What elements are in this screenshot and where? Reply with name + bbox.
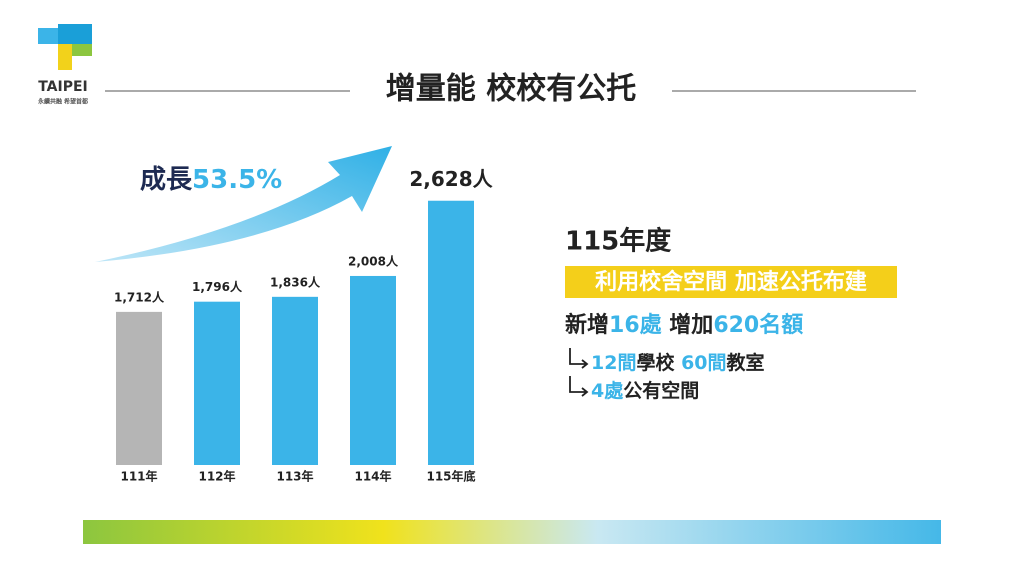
value-label: 1,836人 [270, 274, 321, 289]
bar [194, 301, 240, 465]
panel-heading: 115年度 [565, 226, 671, 257]
panel-item: 4處公有空間 [591, 379, 699, 402]
summary-part: 620名額 [713, 312, 803, 338]
slide-title: 增量能 校校有公托 [386, 72, 636, 107]
bar [428, 200, 474, 465]
banner-bg [565, 266, 897, 298]
x-tick-label: 113年 [276, 469, 313, 484]
growth-annotation: 成長53.5% [140, 165, 282, 195]
bar [116, 311, 162, 465]
x-tick-label: 111年 [120, 469, 157, 484]
item-part: 公有空間 [623, 379, 699, 402]
value-label: 2,008人 [348, 253, 399, 268]
x-tick-label: 114年 [354, 469, 391, 484]
growth-arrow [95, 146, 392, 262]
item-part: 4處 [591, 380, 624, 402]
bar-chart: 1,712人 111年 1,796人 112年 1,836人 113年 2,008人 114年… [114, 167, 494, 483]
value-label: 1,712人 [114, 289, 165, 304]
summary-part: 16處 [609, 313, 662, 338]
footer-band [83, 520, 941, 544]
value-label: 1,796人 [192, 279, 243, 294]
bullet-arrow [569, 348, 589, 369]
summary-part: 增加 [662, 312, 714, 338]
bar [272, 296, 318, 465]
logo: TAIPEI 永續共融 希望首都 [37, 24, 92, 106]
x-tick-label: 115年底 [426, 469, 475, 484]
summary-part: 新增 [565, 312, 609, 338]
item-part: 教室 [727, 351, 765, 374]
panel-item: 12間學校 60間教室 [591, 351, 765, 374]
growth-label: 成長 [140, 165, 193, 195]
panel-summary: 新增16處 增加620名額 [565, 312, 803, 338]
logo-tagline: 永續共融 希望首都 [37, 98, 88, 106]
bar [350, 275, 396, 465]
bullet-arrow [569, 376, 589, 397]
item-part: 學校 [636, 351, 681, 374]
x-tick-label: 112年 [198, 469, 235, 484]
panel-banner: 利用校舍空間 加速公托布建 [595, 269, 867, 295]
value-label: 2,628人 [409, 167, 493, 191]
item-part: 60間 [681, 352, 726, 374]
growth-value: 53.5% [192, 165, 282, 195]
logo-name: TAIPEI [38, 79, 88, 95]
item-part: 12間 [591, 352, 636, 374]
